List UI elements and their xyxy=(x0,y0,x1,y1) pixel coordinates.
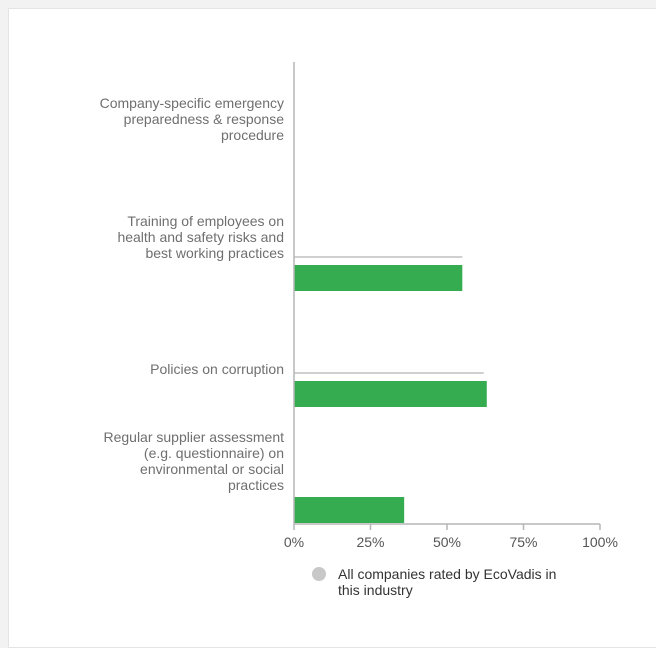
category-label: Policies on corruption xyxy=(150,361,284,377)
x-tick-label: 100% xyxy=(582,534,618,550)
category-label-line: Training of employees on xyxy=(127,213,284,229)
category-label-line: health and safety risks and xyxy=(117,229,284,245)
legend[interactable]: All companies rated by EcoVadis in this … xyxy=(312,566,556,598)
category-label: Training of employees on health and safet… xyxy=(117,213,284,261)
category-label-line: environmental or social xyxy=(140,461,284,477)
category-labels: Company-specific emergency preparedness &… xyxy=(100,95,285,493)
company-bar[interactable] xyxy=(294,497,405,523)
chart-card xyxy=(8,8,656,648)
company-bar[interactable] xyxy=(294,381,487,407)
x-tick-label: 0% xyxy=(284,534,304,550)
x-tick-label: 50% xyxy=(433,534,461,550)
category-label: Company-specific emergency preparedness &… xyxy=(100,95,285,143)
category-label-line: best working practices xyxy=(145,245,284,261)
x-tick-label: 75% xyxy=(509,534,537,550)
category-label-line: preparedness & response xyxy=(124,111,285,127)
bars xyxy=(294,256,487,523)
company-bar[interactable] xyxy=(294,265,463,291)
x-tick-label: 25% xyxy=(356,534,384,550)
category-label-line: Regular supplier assessment xyxy=(103,429,284,445)
benchmark-bar[interactable] xyxy=(294,372,484,374)
category-label-line: (e.g. questionnaire) on xyxy=(144,445,284,461)
legend-label-line2: this industry xyxy=(338,582,413,598)
category-label-line: Company-specific emergency xyxy=(100,95,284,111)
legend-label-line1: All companies rated by EcoVadis in xyxy=(338,566,556,582)
category-label-line: Policies on corruption xyxy=(150,361,284,377)
x-axis-ticks: 0% 25% 50% 75% 100% xyxy=(284,524,618,550)
category-label-line: practices xyxy=(228,477,284,493)
benchmark-bar[interactable] xyxy=(294,256,463,258)
category-label: Regular supplier assessment (e.g. questio… xyxy=(103,429,284,493)
category-label-line: procedure xyxy=(221,127,284,143)
legend-marker[interactable] xyxy=(312,567,326,581)
